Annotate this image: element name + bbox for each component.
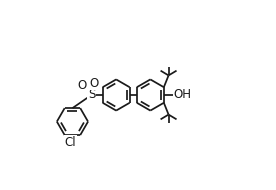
Text: O: O [77, 79, 86, 92]
Text: O: O [90, 77, 99, 90]
Text: Cl: Cl [64, 136, 76, 149]
Text: S: S [88, 89, 95, 101]
Text: OH: OH [174, 89, 192, 101]
